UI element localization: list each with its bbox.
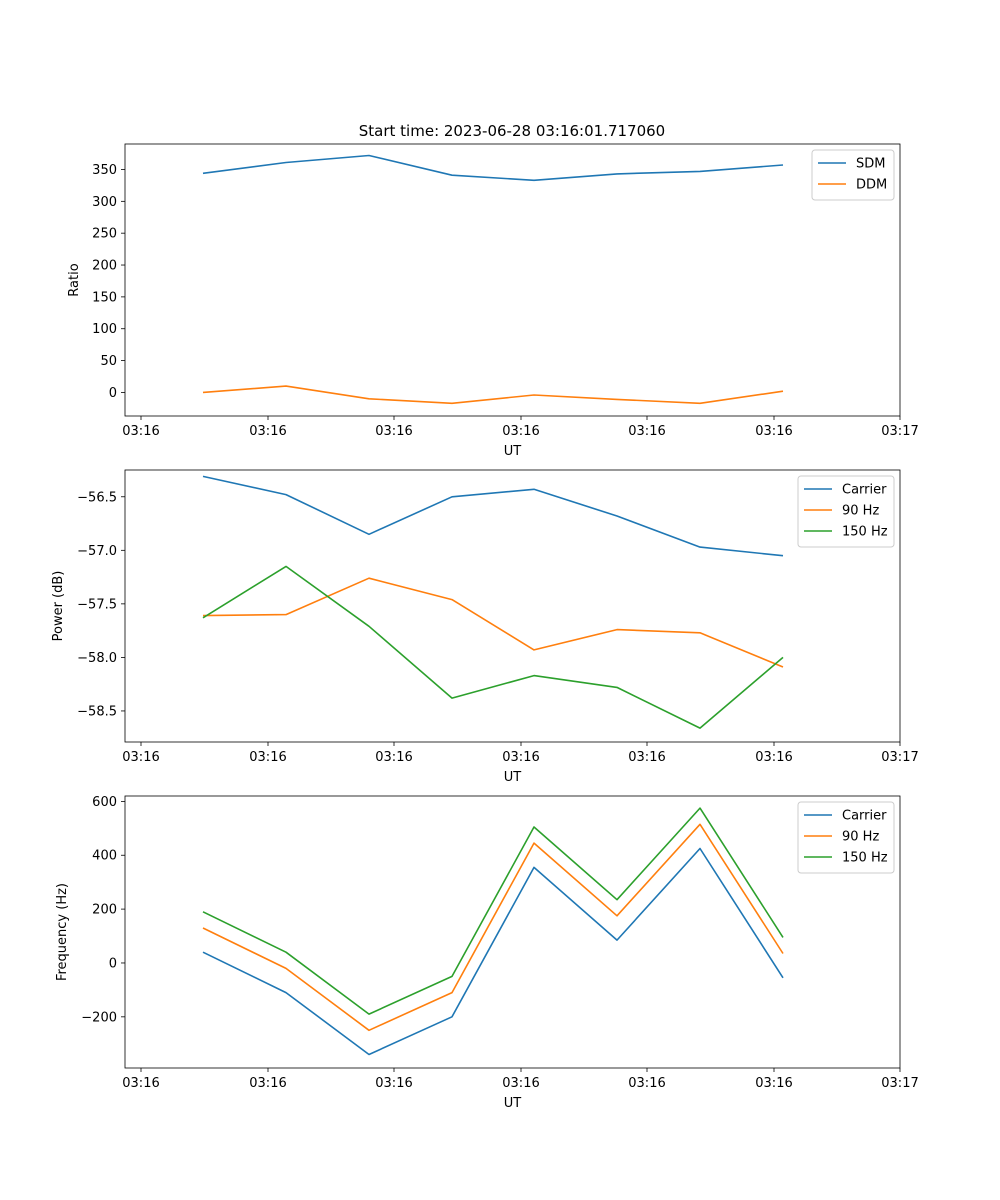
axes-frame (124, 795, 901, 1069)
legend-label: 90 Hz (842, 830, 879, 845)
y-tick-label: 400 (92, 849, 117, 864)
series-line-carrier (202, 475, 784, 557)
series-line-ddm (202, 385, 784, 405)
panel-1: 03:16 03:16 03:16 03:16 03:16 03:16 03:17 UT 0 50… (67, 143, 919, 459)
legend-label: Carrier (842, 483, 887, 498)
x-tick-label: 03:16 (249, 424, 286, 439)
series-line-90-hz (202, 823, 784, 1032)
x-tick-label: 03:16 (122, 750, 159, 765)
y-tick-label: 150 (92, 290, 117, 305)
x-tick-label: 03:16 (249, 750, 286, 765)
x-tick-label: 03:17 (881, 424, 918, 439)
series-line-90-hz (202, 577, 784, 668)
y-tick-label: −57.0 (77, 544, 117, 559)
x-axis-label: UT (504, 444, 522, 459)
legend-label: 90 Hz (842, 504, 879, 519)
y-tick-label: 250 (92, 227, 117, 242)
legend-box (797, 475, 895, 548)
y-axis-label: Ratio (67, 263, 82, 296)
y-tick-label: 300 (92, 195, 117, 210)
x-tick-label: 03:16 (375, 750, 412, 765)
legend-label: SDM (856, 157, 885, 172)
y-axis-label: Frequency (Hz) (55, 883, 70, 981)
axes-frame (124, 143, 901, 417)
x-tick-label: 03:16 (502, 1076, 539, 1091)
series-line-150-hz (202, 807, 784, 1015)
y-tick-label: 50 (100, 354, 117, 369)
y-tick-label: −58.0 (77, 651, 117, 666)
y-tick-label: 0 (109, 386, 117, 401)
legend-label: 150 Hz (842, 525, 888, 540)
series-line-sdm (202, 154, 784, 182)
x-tick-label: 03:16 (502, 750, 539, 765)
y-tick-label: −57.5 (77, 597, 117, 612)
y-tick-label: 600 (92, 795, 117, 810)
legend-label: DDM (856, 178, 887, 193)
y-tick-label: −56.5 (77, 490, 117, 505)
y-tick-label: −200 (81, 1010, 117, 1025)
x-tick-label: 03:16 (628, 750, 665, 765)
panel-3: 03:16 03:16 03:16 03:16 03:16 03:16 03:17 UT −20… (55, 795, 919, 1111)
x-axis-label: UT (504, 1096, 522, 1111)
legend-label: Carrier (842, 809, 887, 824)
y-tick-label: 200 (92, 259, 117, 274)
y-tick-label: 100 (92, 322, 117, 337)
x-tick-label: 03:16 (755, 750, 792, 765)
x-tick-label: 03:16 (502, 424, 539, 439)
panel-2: 03:16 03:16 03:16 03:16 03:16 03:16 03:17 UT −58… (51, 469, 919, 785)
y-tick-label: 350 (92, 163, 117, 178)
x-tick-label: 03:17 (881, 1076, 918, 1091)
axes-frame (124, 469, 901, 743)
x-tick-label: 03:16 (122, 424, 159, 439)
x-tick-label: 03:16 (755, 1076, 792, 1091)
x-tick-label: 03:16 (755, 424, 792, 439)
series-line-carrier (202, 847, 784, 1056)
y-tick-label: 0 (109, 956, 117, 971)
x-tick-label: 03:16 (628, 1076, 665, 1091)
x-tick-label: 03:16 (375, 424, 412, 439)
x-tick-label: 03:16 (375, 1076, 412, 1091)
x-tick-label: 03:17 (881, 750, 918, 765)
legend-label: 150 Hz (842, 851, 888, 866)
x-tick-label: 03:16 (249, 1076, 286, 1091)
y-axis-label: Power (dB) (51, 571, 66, 642)
x-tick-label: 03:16 (122, 1076, 159, 1091)
x-axis-label: UT (504, 770, 522, 785)
series-line-150-hz (202, 565, 784, 729)
x-tick-label: 03:16 (628, 424, 665, 439)
figure-title: Start time: 2023-06-28 03:16:01.717060 (359, 122, 665, 140)
y-tick-label: −58.5 (77, 704, 117, 719)
legend-box (797, 801, 895, 874)
y-tick-label: 200 (92, 903, 117, 918)
